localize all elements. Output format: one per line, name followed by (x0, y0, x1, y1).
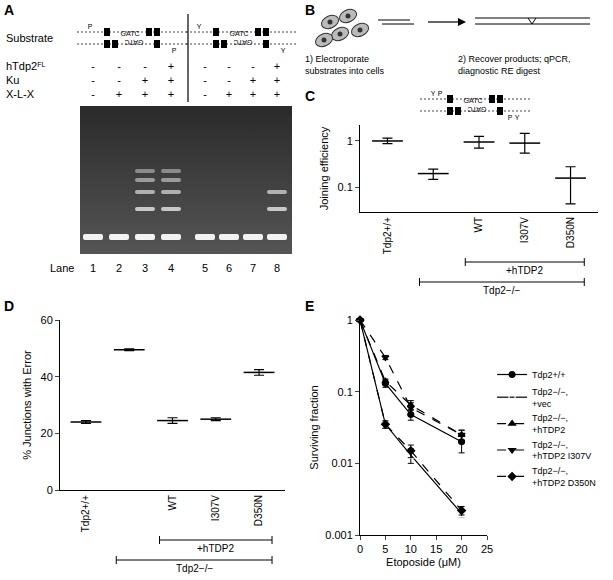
svg-text:5: 5 (202, 262, 208, 274)
svg-text:Lane: Lane (50, 262, 74, 274)
svg-text:Joining efficiency: Joining efficiency (318, 126, 330, 210)
svg-text:Tdp2−/−,+hTDP2 I307V: Tdp2−/−,+hTDP2 I307V (532, 440, 591, 462)
html-text:A: A (4, 2, 15, 18)
svg-text:I307V: I307V (519, 217, 530, 243)
svg-text:Surviving fraction: Surviving fraction (308, 385, 320, 469)
svg-text:+: + (250, 88, 256, 100)
svg-text:1) Electroporate: 1) Electroporate (305, 54, 369, 64)
svg-text:4: 4 (168, 262, 174, 274)
svg-text:2: 2 (116, 262, 122, 274)
svg-text:-: - (203, 60, 207, 72)
svg-text:% Junctions with Error: % Junctions with Error (21, 350, 33, 460)
svg-text:Y: Y (281, 47, 286, 54)
svg-text:-: - (143, 60, 147, 72)
svg-text:Etoposide (μM): Etoposide (μM) (386, 556, 461, 568)
svg-text:hTdp2FL: hTdp2FL (6, 60, 45, 72)
svg-text:-: - (251, 60, 255, 72)
svg-text:GATC: GATC (230, 30, 249, 37)
svg-text:diagnostic RE digest: diagnostic RE digest (458, 66, 541, 76)
svg-text:6: 6 (226, 262, 232, 274)
svg-text:25: 25 (481, 543, 493, 555)
svg-text:WT: WT (167, 495, 178, 511)
html-text:D: D (4, 298, 15, 314)
svg-text:Y: Y (431, 90, 436, 97)
svg-text:+: + (274, 60, 280, 72)
svg-text:Ku: Ku (6, 74, 19, 86)
svg-text:Tdp2−/−,+hTDP2 D350N: Tdp2−/−,+hTDP2 D350N (532, 466, 596, 488)
svg-text:5: 5 (382, 543, 388, 555)
svg-text:+: + (168, 74, 174, 86)
svg-text:P: P (88, 23, 93, 30)
svg-text:+: + (142, 88, 148, 100)
svg-text:X-L-X: X-L-X (6, 88, 35, 100)
svg-text:-: - (117, 60, 121, 72)
svg-text:40: 40 (41, 371, 53, 383)
svg-text:GATC: GATC (464, 97, 483, 104)
svg-text:D350N: D350N (565, 217, 576, 248)
svg-text:+: + (168, 60, 174, 72)
svg-text:+: + (168, 88, 174, 100)
svg-text:0.1: 0.1 (338, 181, 353, 193)
svg-text:Y: Y (197, 23, 202, 30)
svg-text:-: - (203, 88, 207, 100)
svg-text:15: 15 (430, 543, 442, 555)
svg-text:Tdp2+/+: Tdp2+/+ (532, 370, 566, 380)
svg-text:Y: Y (515, 114, 520, 121)
svg-text:-: - (91, 88, 95, 100)
svg-text:Tdp2−/−,+hTDP2: Tdp2−/−,+hTDP2 (532, 413, 568, 435)
svg-text:Substrate: Substrate (6, 32, 53, 44)
svg-text:P: P (172, 47, 177, 54)
svg-text:60: 60 (41, 314, 53, 326)
svg-text:P: P (508, 114, 513, 121)
svg-text:P: P (438, 90, 443, 97)
html-text:B: B (305, 2, 316, 18)
svg-text:-: - (91, 60, 95, 72)
svg-text:0: 0 (357, 543, 363, 555)
html-text:E: E (305, 298, 315, 314)
svg-text:+: + (226, 88, 232, 100)
svg-text:0.01: 0.01 (331, 457, 352, 469)
svg-text:Tdp2−/−: Tdp2−/− (483, 285, 520, 296)
svg-text:-: - (91, 74, 95, 86)
html-text:C: C (305, 88, 316, 104)
svg-text:I307V: I307V (210, 495, 221, 521)
svg-text:20: 20 (455, 543, 467, 555)
svg-text:-: - (227, 60, 231, 72)
svg-text:GATC: GATC (468, 106, 487, 113)
svg-text:0: 0 (47, 484, 53, 496)
svg-text:+hTDP2: +hTDP2 (506, 265, 543, 276)
svg-text:0.1: 0.1 (338, 386, 353, 398)
svg-text:8: 8 (274, 262, 280, 274)
svg-text:0.001: 0.001 (325, 529, 353, 541)
svg-text:+: + (142, 74, 148, 86)
svg-text:1: 1 (347, 135, 353, 147)
svg-text:+: + (250, 74, 256, 86)
svg-text:+hTDP2: +hTDP2 (197, 543, 234, 554)
svg-text:+: + (116, 88, 122, 100)
svg-text:7: 7 (250, 262, 256, 274)
svg-text:-: - (203, 74, 207, 86)
svg-text:+: + (274, 88, 280, 100)
svg-text:substrates into cells: substrates into cells (305, 66, 385, 76)
svg-text:20: 20 (41, 427, 53, 439)
svg-text:Tdp2−/−: Tdp2−/− (176, 563, 213, 574)
svg-text:Tdp2+/+: Tdp2+/+ (382, 217, 393, 254)
svg-text:1: 1 (90, 262, 96, 274)
svg-text:10: 10 (405, 543, 417, 555)
svg-text:Tdp2+/+: Tdp2+/+ (80, 495, 91, 532)
svg-text:-: - (117, 74, 121, 86)
svg-text:3: 3 (142, 262, 148, 274)
svg-text:Tdp2−/−,+vec: Tdp2−/−,+vec (532, 387, 568, 409)
svg-text:2) Recover products; qPCR,: 2) Recover products; qPCR, (458, 54, 571, 64)
svg-text:GATC: GATC (121, 30, 140, 37)
svg-text:+: + (274, 74, 280, 86)
svg-text:GATC: GATC (234, 39, 253, 46)
svg-text:-: - (227, 74, 231, 86)
svg-text:D350N: D350N (253, 495, 264, 526)
svg-text:GATC: GATC (125, 39, 144, 46)
svg-text:WT: WT (473, 217, 484, 233)
svg-text:1: 1 (347, 314, 353, 326)
